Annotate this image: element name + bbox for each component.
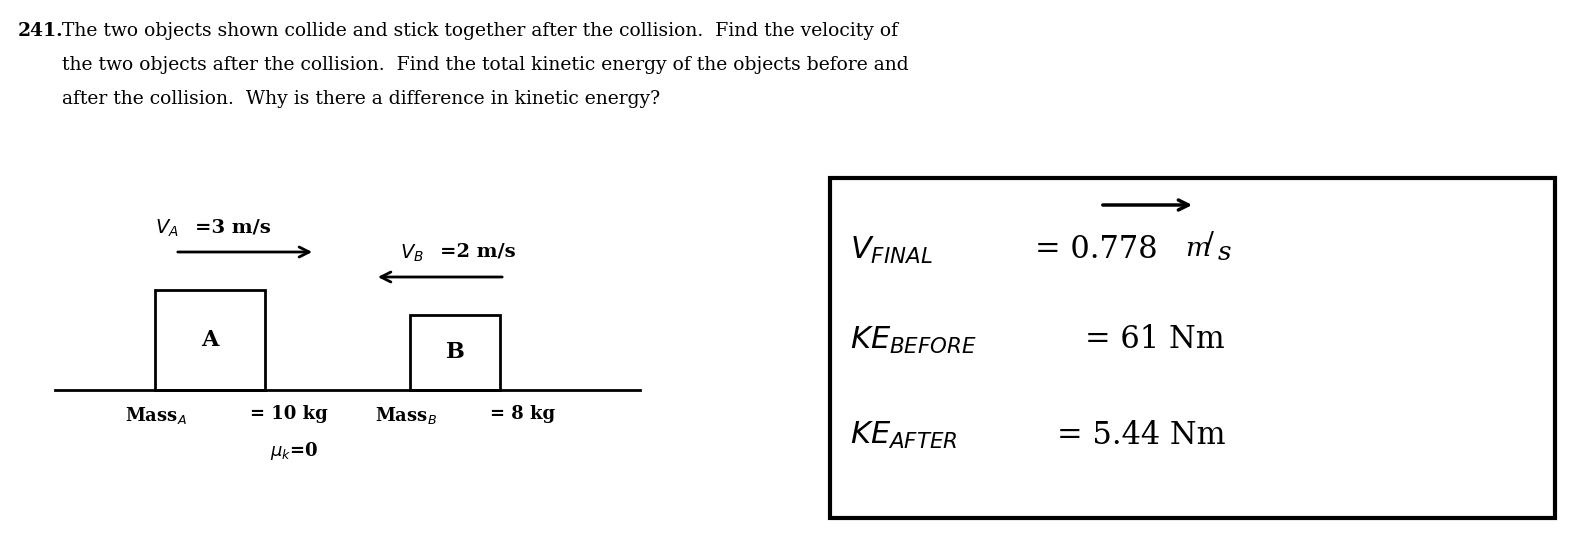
Bar (831, 178, 1555, 518)
Text: the two objects after the collision.  Find the total kinetic energy of the objec: the two objects after the collision. Fin… (62, 56, 908, 74)
Text: = 0.778: = 0.778 (1035, 234, 1158, 266)
Text: $V_{FINAL}$: $V_{FINAL}$ (850, 234, 933, 266)
Text: =3 m/s: =3 m/s (195, 218, 271, 236)
Text: = 61 Nm: = 61 Nm (1085, 325, 1224, 355)
Text: $V_A$: $V_A$ (155, 218, 179, 239)
Text: A: A (201, 329, 218, 351)
Bar (410, 315, 500, 390)
Text: after the collision.  Why is there a difference in kinetic energy?: after the collision. Why is there a diff… (62, 90, 660, 108)
Text: $V_B$: $V_B$ (400, 243, 424, 264)
Text: s: s (1218, 240, 1231, 266)
Text: = 8 kg: = 8 kg (490, 405, 555, 423)
Text: Mass$_B$: Mass$_B$ (375, 405, 437, 426)
Text: = 10 kg: = 10 kg (250, 405, 327, 423)
Text: /: / (1205, 229, 1213, 254)
Text: =2 m/s: =2 m/s (440, 243, 516, 261)
Text: $\mu_k$=0: $\mu_k$=0 (271, 440, 318, 462)
Text: 241.: 241. (17, 22, 63, 40)
Text: The two objects shown collide and stick together after the collision.  Find the : The two objects shown collide and stick … (62, 22, 899, 40)
Bar (155, 290, 266, 390)
Text: = 5.44 Nm: = 5.44 Nm (1057, 420, 1226, 450)
Text: B: B (446, 341, 465, 363)
Text: $KE_{BEFORE}$: $KE_{BEFORE}$ (850, 324, 976, 355)
Text: Mass$_A$: Mass$_A$ (125, 405, 187, 426)
Text: $KE_{AFTER}$: $KE_{AFTER}$ (850, 420, 957, 450)
Text: m: m (1185, 235, 1210, 261)
